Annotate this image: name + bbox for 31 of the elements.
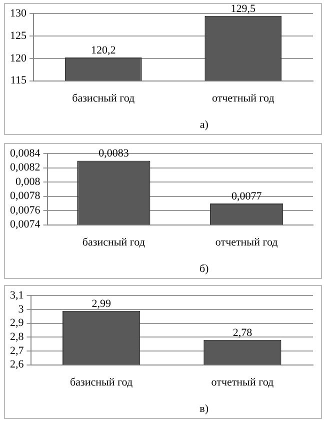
y-tick-label: 2,8 [10, 331, 24, 344]
x-tick-label: отчетный год [211, 376, 274, 388]
data-label: 0,0083 [98, 148, 130, 160]
data-label: 129,5 [230, 2, 256, 15]
text: а) [200, 119, 209, 131]
text: б) [199, 263, 210, 275]
y-tick-label: 0,0084 [10, 147, 41, 160]
x-tick-label: базисный год [70, 376, 133, 388]
y-tick-label: 130 [10, 7, 27, 20]
y-tick-label: 2,7 [10, 344, 24, 357]
y-tick-label: 0,008 [16, 176, 41, 188]
data-label: 0,0077 [231, 190, 262, 202]
y-tick-label: 0,0074 [10, 218, 41, 231]
x-tick-label: отчетный год [215, 236, 278, 248]
y-tick-label: 120 [10, 52, 27, 64]
y-tick-label: 0,0078 [10, 190, 41, 202]
x-tick-label: отчетный год [212, 92, 275, 104]
y-tick-label: 125 [10, 30, 27, 42]
data-label: 2,99 [92, 298, 112, 310]
x-tick-label: базисный год [72, 92, 136, 104]
text: в) [200, 403, 209, 415]
x-tick-label: базисный год [82, 236, 146, 248]
y-tick-label: 115 [10, 74, 27, 87]
y-tick-label: 0,0076 [10, 204, 41, 216]
y-tick-label: 2,9 [10, 317, 24, 330]
y-tick-label: 0,0082 [10, 162, 40, 174]
data-label: 120,2 [91, 44, 116, 57]
y-tick-label: 3 [18, 303, 24, 316]
y-tick-label: 3,1 [10, 289, 24, 302]
data-label: 2,78 [232, 326, 253, 339]
y-tick-label: 2,6 [10, 358, 24, 371]
